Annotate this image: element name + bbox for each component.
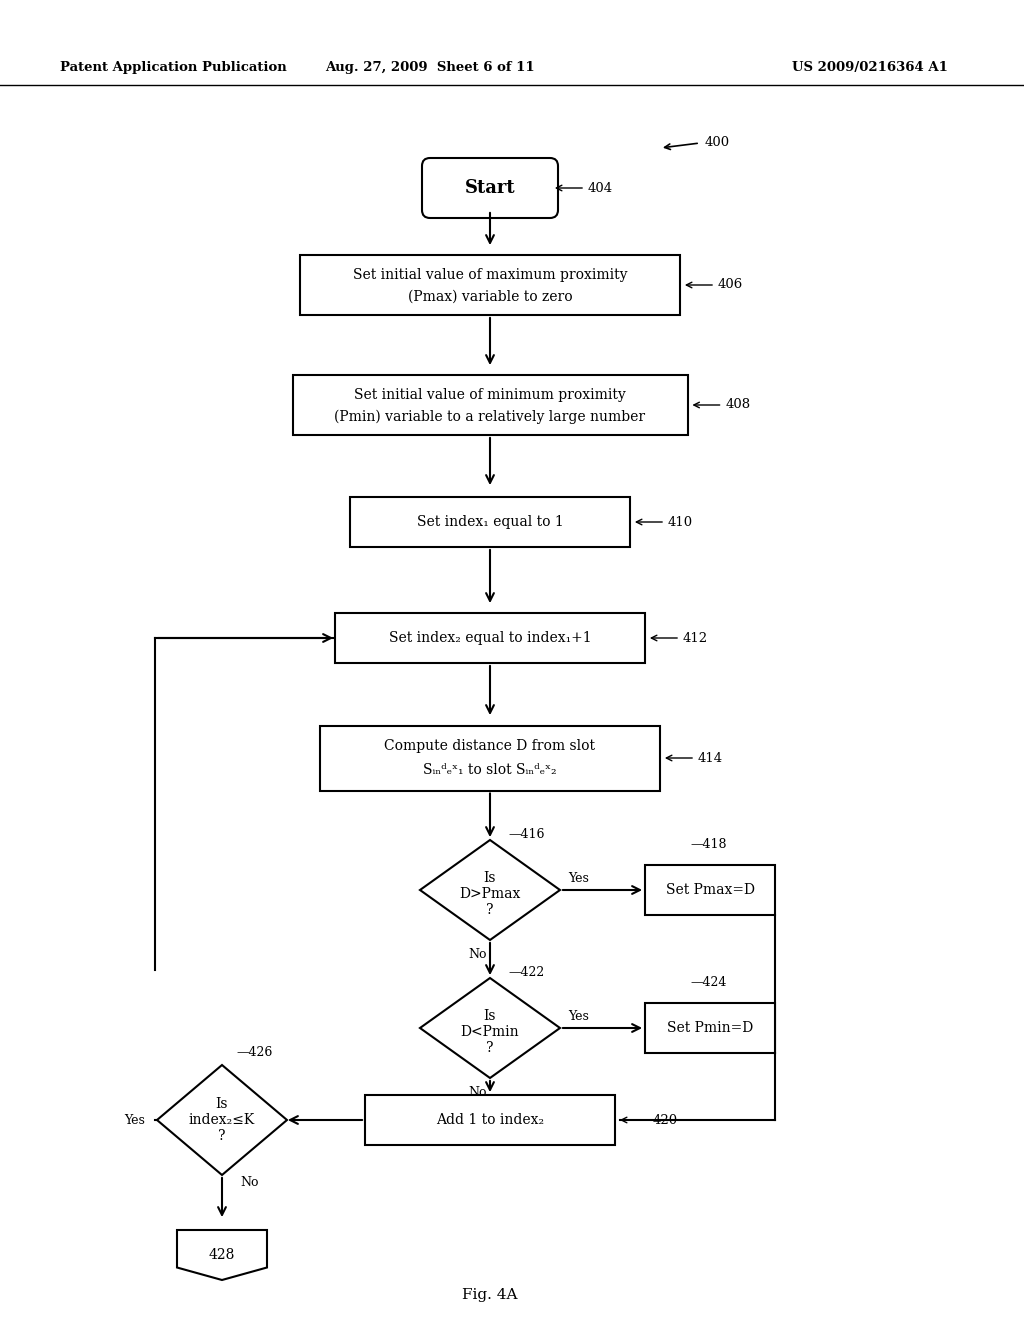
Text: Set index₂ equal to index₁+1: Set index₂ equal to index₁+1 (389, 631, 591, 645)
Text: 412: 412 (683, 631, 709, 644)
Text: Sᵢₙᵈₑˣ₁ to slot Sᵢₙᵈₑˣ₂: Sᵢₙᵈₑˣ₁ to slot Sᵢₙᵈₑˣ₂ (423, 763, 557, 777)
Text: Yes: Yes (125, 1114, 145, 1126)
Text: Is: Is (483, 871, 497, 884)
Text: 420: 420 (653, 1114, 678, 1126)
Polygon shape (157, 1065, 287, 1175)
Text: index₂≤K: index₂≤K (188, 1113, 255, 1127)
Text: Add 1 to index₂: Add 1 to index₂ (436, 1113, 544, 1127)
Bar (300, 255, 680, 315)
Polygon shape (420, 978, 560, 1078)
Text: Set Pmin=D: Set Pmin=D (667, 1020, 753, 1035)
Text: ?: ? (218, 1129, 225, 1143)
Text: 406: 406 (718, 279, 743, 292)
Text: No: No (469, 948, 487, 961)
Text: Is: Is (216, 1097, 228, 1111)
Text: Is: Is (483, 1008, 497, 1023)
Bar (335, 612, 645, 663)
Text: Yes: Yes (568, 1010, 589, 1023)
Text: (Pmin) variable to a relatively large number: (Pmin) variable to a relatively large nu… (335, 409, 645, 424)
Text: Set index₁ equal to 1: Set index₁ equal to 1 (417, 515, 563, 529)
Text: Set initial value of maximum proximity: Set initial value of maximum proximity (352, 268, 628, 282)
Polygon shape (420, 840, 560, 940)
Text: Patent Application Publication: Patent Application Publication (60, 62, 287, 74)
Text: —416: —416 (508, 828, 545, 841)
Text: US 2009/0216364 A1: US 2009/0216364 A1 (792, 62, 948, 74)
Bar (319, 726, 660, 791)
Text: Fig. 4A: Fig. 4A (462, 1288, 518, 1302)
Text: Start: Start (465, 180, 515, 197)
Text: —418: —418 (690, 837, 726, 850)
Bar (645, 865, 775, 915)
Text: No: No (240, 1176, 258, 1189)
Text: 400: 400 (705, 136, 730, 149)
Text: 404: 404 (588, 181, 613, 194)
Text: D<Pmin: D<Pmin (461, 1026, 519, 1039)
Text: (Pmax) variable to zero: (Pmax) variable to zero (408, 290, 572, 304)
Text: Set initial value of minimum proximity: Set initial value of minimum proximity (354, 388, 626, 403)
Text: Set Pmax=D: Set Pmax=D (666, 883, 755, 898)
Bar (645, 1003, 775, 1053)
Text: D>Pmax: D>Pmax (460, 887, 520, 902)
Text: ?: ? (486, 903, 494, 917)
Text: —426: —426 (236, 1045, 272, 1059)
Text: 428: 428 (209, 1247, 236, 1262)
Text: No: No (469, 1085, 487, 1098)
Text: 408: 408 (725, 399, 751, 412)
Text: —422: —422 (508, 965, 544, 978)
Text: ?: ? (486, 1041, 494, 1055)
Text: 414: 414 (698, 751, 723, 764)
Text: 410: 410 (668, 516, 693, 528)
Text: Yes: Yes (568, 871, 589, 884)
Bar (350, 498, 630, 546)
Text: Aug. 27, 2009  Sheet 6 of 11: Aug. 27, 2009 Sheet 6 of 11 (326, 62, 535, 74)
Polygon shape (177, 1230, 267, 1280)
Bar (293, 375, 687, 436)
Bar (365, 1096, 615, 1144)
Text: Compute distance D from slot: Compute distance D from slot (384, 739, 596, 752)
Text: —424: —424 (690, 975, 726, 989)
FancyBboxPatch shape (422, 158, 558, 218)
